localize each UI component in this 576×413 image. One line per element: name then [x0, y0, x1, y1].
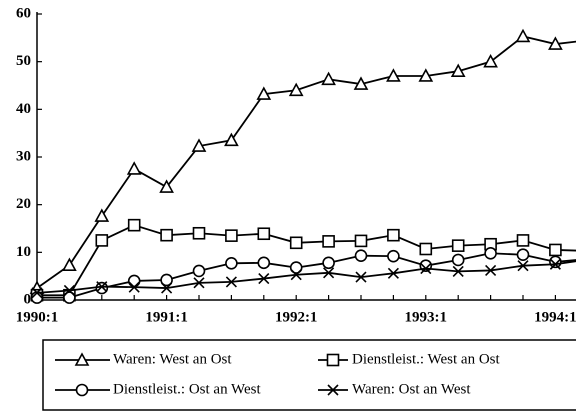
marker: [353, 76, 369, 90]
y-tick-label: 0: [24, 291, 32, 307]
marker: [191, 138, 207, 152]
x-tick-label: 1992:1: [275, 309, 318, 325]
marker: [515, 28, 531, 43]
legend-box: [42, 339, 576, 411]
marker: [321, 71, 336, 86]
marker: [288, 82, 304, 97]
y-tick-label: 60: [16, 5, 31, 21]
x-tick-label: 1994:1: [534, 309, 576, 325]
marker: [451, 239, 465, 252]
marker: [258, 272, 270, 285]
marker: [95, 234, 109, 247]
series-line: [36, 35, 576, 289]
marker: [160, 273, 173, 287]
y-tick-label: 40: [16, 101, 31, 117]
marker: [418, 68, 434, 82]
marker: [289, 236, 303, 250]
x-tick-label: 1993:1: [405, 309, 448, 325]
legend-label: Dienstleist.: Ost an West: [113, 381, 262, 397]
marker: [62, 257, 77, 272]
marker: [322, 235, 335, 248]
marker: [225, 276, 237, 288]
marker: [63, 284, 75, 297]
marker: [63, 291, 76, 304]
marker: [354, 249, 368, 262]
y-tick-label: 50: [16, 53, 31, 69]
marker: [386, 68, 401, 82]
marker: [419, 242, 433, 256]
marker: [127, 218, 141, 232]
marker: [290, 269, 302, 281]
x-tick-label: 1991:1: [145, 309, 188, 325]
marker: [257, 256, 271, 270]
marker: [161, 282, 173, 294]
marker: [289, 261, 303, 274]
marker: [193, 277, 205, 289]
marker: [387, 267, 399, 279]
marker: [31, 287, 43, 299]
marker: [159, 179, 174, 193]
marker: [225, 256, 238, 270]
marker: [549, 258, 561, 270]
legend-label: Waren: Ost an West: [352, 381, 471, 397]
marker: [126, 161, 142, 175]
marker: [322, 256, 335, 270]
marker: [549, 243, 562, 257]
legend-label: Dienstleist.: West an Ost: [352, 351, 501, 367]
marker: [192, 264, 206, 278]
series-line: [36, 260, 576, 294]
marker: [128, 281, 140, 293]
marker: [95, 281, 109, 295]
x-tick-label: 1990:1: [16, 309, 59, 325]
marker: [485, 264, 497, 277]
marker: [451, 253, 465, 267]
marker: [354, 234, 368, 248]
legend-label: Waren: West an Ost: [113, 351, 232, 367]
marker: [483, 53, 498, 68]
marker: [355, 271, 367, 283]
marker: [387, 228, 400, 242]
marker: [257, 227, 271, 241]
marker: [160, 228, 173, 242]
marker: [225, 229, 238, 242]
marker: [74, 352, 90, 366]
marker: [484, 246, 497, 260]
marker: [326, 353, 340, 367]
marker: [224, 132, 239, 147]
marker: [548, 36, 563, 50]
marker: [517, 260, 529, 272]
y-tick-label: 30: [16, 148, 31, 164]
y-tick-label: 10: [16, 244, 31, 260]
marker: [94, 208, 110, 222]
marker: [192, 226, 206, 240]
marker: [327, 384, 339, 396]
marker: [516, 248, 530, 262]
marker: [387, 249, 400, 263]
marker: [127, 274, 141, 288]
marker: [256, 86, 272, 100]
marker: [450, 63, 466, 77]
marker: [420, 262, 432, 275]
marker: [549, 255, 562, 269]
marker: [516, 234, 530, 247]
marker: [452, 265, 464, 277]
y-tick-label: 20: [16, 196, 31, 212]
marker: [323, 267, 335, 279]
marker: [75, 383, 89, 397]
marker: [96, 281, 108, 293]
